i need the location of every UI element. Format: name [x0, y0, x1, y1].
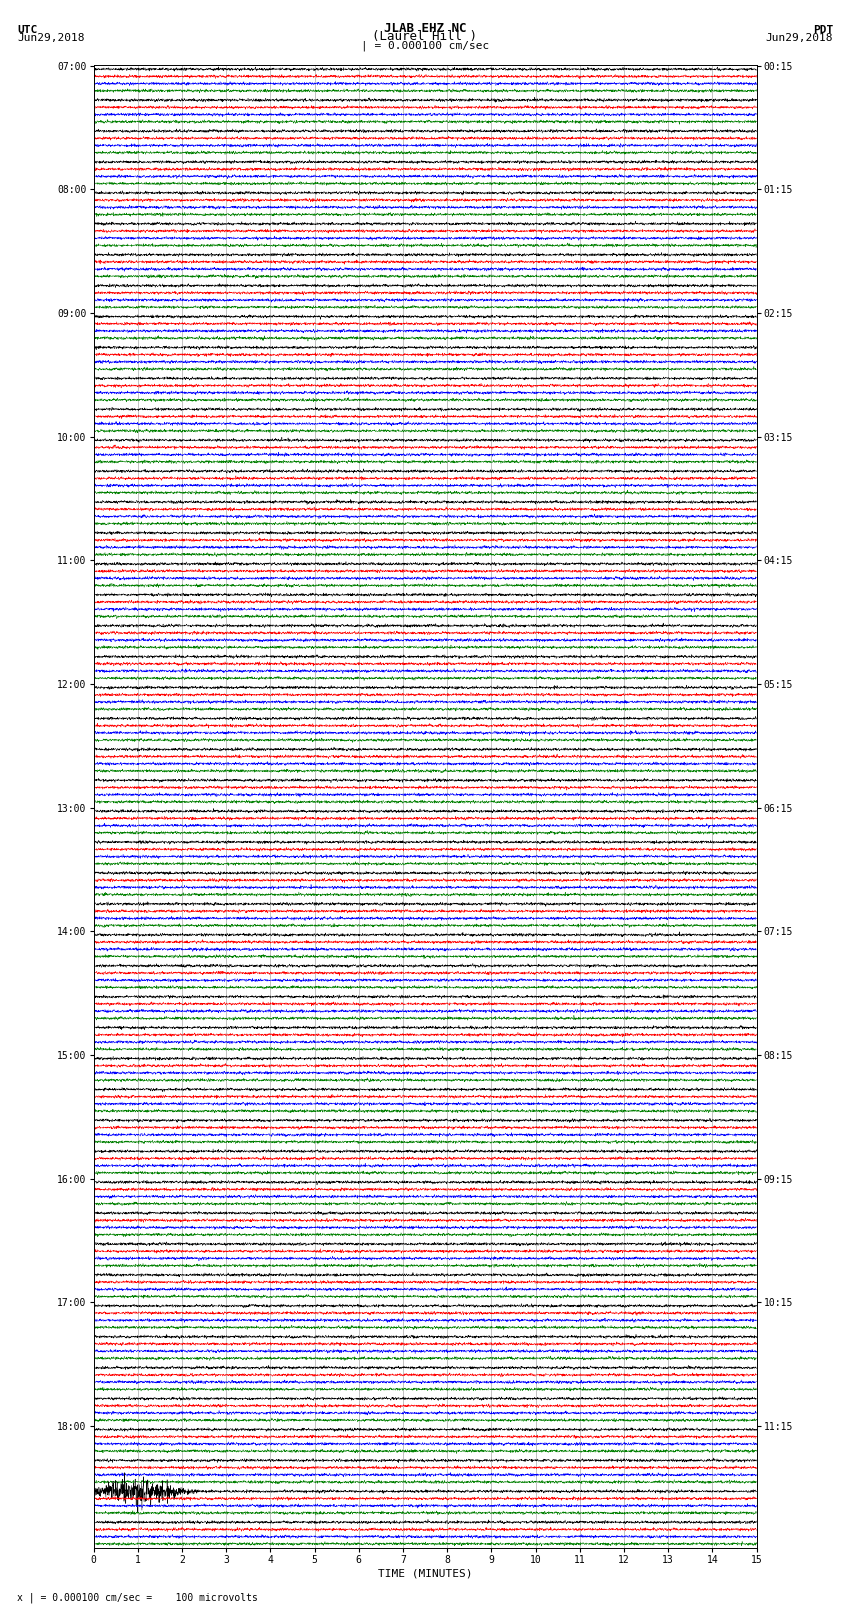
Text: | = 0.000100 cm/sec: | = 0.000100 cm/sec: [361, 40, 489, 50]
Text: JLAB EHZ NC: JLAB EHZ NC: [383, 21, 467, 35]
Text: Jun29,2018: Jun29,2018: [766, 32, 833, 44]
Text: Jun29,2018: Jun29,2018: [17, 32, 84, 44]
X-axis label: TIME (MINUTES): TIME (MINUTES): [377, 1568, 473, 1578]
Text: x | = 0.000100 cm/sec =    100 microvolts: x | = 0.000100 cm/sec = 100 microvolts: [17, 1592, 258, 1603]
Text: PDT: PDT: [813, 24, 833, 35]
Text: UTC: UTC: [17, 24, 37, 35]
Text: (Laurel Hill ): (Laurel Hill ): [372, 29, 478, 44]
